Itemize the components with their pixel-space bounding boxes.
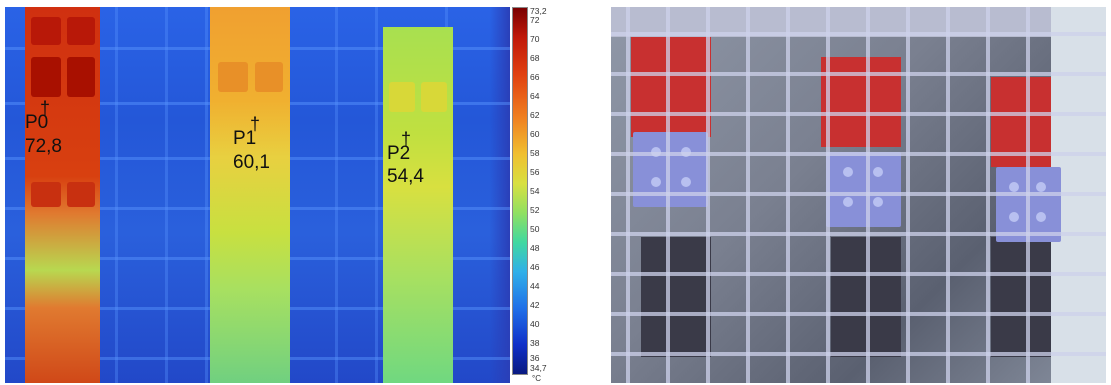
scale-tick: 44 [530, 281, 540, 291]
scale-tick: 58 [530, 148, 540, 158]
probe-p1-label: P1 [233, 128, 257, 149]
thermal-image: † P0 72,8 † P1 60,1 † P2 54,4 [5, 7, 510, 383]
scale-min-label: 34,7 [530, 363, 547, 373]
scale-tick: 54 [530, 186, 540, 196]
scale-tick: 66 [530, 72, 540, 82]
probe-p1-value: 60,1 [233, 152, 270, 173]
probe-p0-value: 72,8 [25, 136, 62, 157]
scale-tick: 56 [530, 167, 540, 177]
mid-column-p2 [383, 27, 453, 383]
scale-tick: 60 [530, 129, 540, 139]
scale-tick: 46 [530, 262, 540, 272]
probe-p2-label: P2 [387, 143, 411, 164]
scale-tick: 48 [530, 243, 540, 253]
scale-max-label: 73,2 [530, 6, 547, 16]
scale-unit: °C [532, 374, 541, 383]
temperature-scale-bar [512, 7, 528, 375]
probe-p1-crosshair-icon: † [250, 114, 261, 134]
scale-tick: 50 [530, 224, 540, 234]
scale-tick: 68 [530, 53, 540, 63]
scale-tick: 52 [530, 205, 540, 215]
scale-tick: 40 [530, 319, 540, 329]
scale-tick: 36 [530, 353, 540, 363]
visible-light-photo [611, 7, 1106, 383]
probe-p0-label: P0 [25, 112, 49, 133]
scale-tick: 70 [530, 34, 540, 44]
scale-tick: 38 [530, 338, 540, 348]
probe-p0-crosshair-icon: † [40, 98, 51, 118]
scale-tick: 72 [530, 15, 540, 25]
scale-tick: 42 [530, 300, 540, 310]
probe-p2-value: 54,4 [387, 166, 424, 187]
probe-p2-crosshair-icon: † [401, 129, 412, 149]
scale-tick: 64 [530, 91, 540, 101]
scale-tick: 62 [530, 110, 540, 120]
